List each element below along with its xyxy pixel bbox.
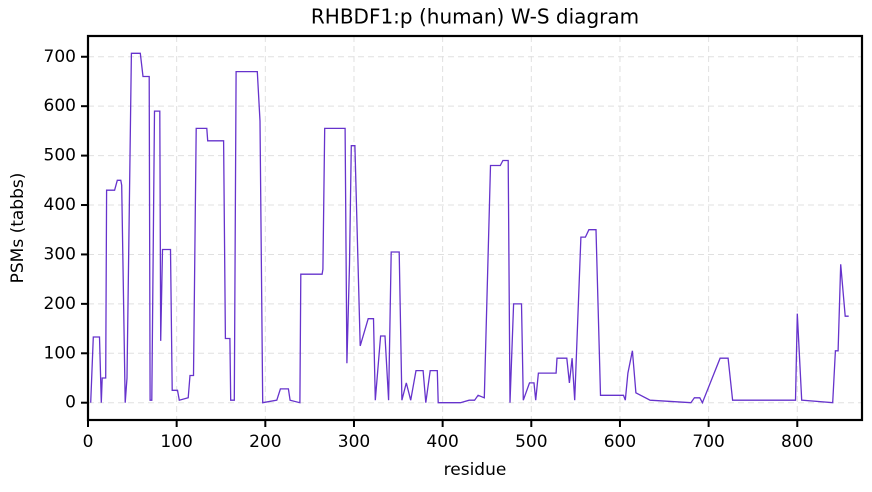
- y-tick-label: 0: [65, 393, 76, 413]
- x-tick-label: 100: [160, 432, 192, 452]
- x-axis-label: residue: [444, 460, 507, 480]
- x-tick-label: 200: [249, 432, 281, 452]
- y-tick-label: 100: [44, 343, 76, 363]
- x-tick-label: 800: [781, 432, 813, 452]
- plot-frame: [86, 34, 864, 422]
- y-axis-label: PSMs (tabbs): [8, 173, 28, 284]
- x-tick-label: 0: [83, 432, 94, 452]
- y-tick-label: 400: [44, 195, 76, 215]
- x-tick-label: 400: [426, 432, 458, 452]
- y-tick-label: 700: [44, 47, 76, 67]
- x-tick-label: 300: [338, 432, 370, 452]
- y-tick-label: 500: [44, 146, 76, 166]
- y-tick-label: 300: [44, 244, 76, 264]
- chart-title: RHBDF1:p (human) W-S diagram: [311, 5, 639, 29]
- x-tick-label: 500: [515, 432, 547, 452]
- y-tick-label: 600: [44, 96, 76, 116]
- data-line: [90, 52, 849, 405]
- x-tick-label: 700: [692, 432, 724, 452]
- x-tick-label: 600: [604, 432, 636, 452]
- y-tick-label: 200: [44, 294, 76, 314]
